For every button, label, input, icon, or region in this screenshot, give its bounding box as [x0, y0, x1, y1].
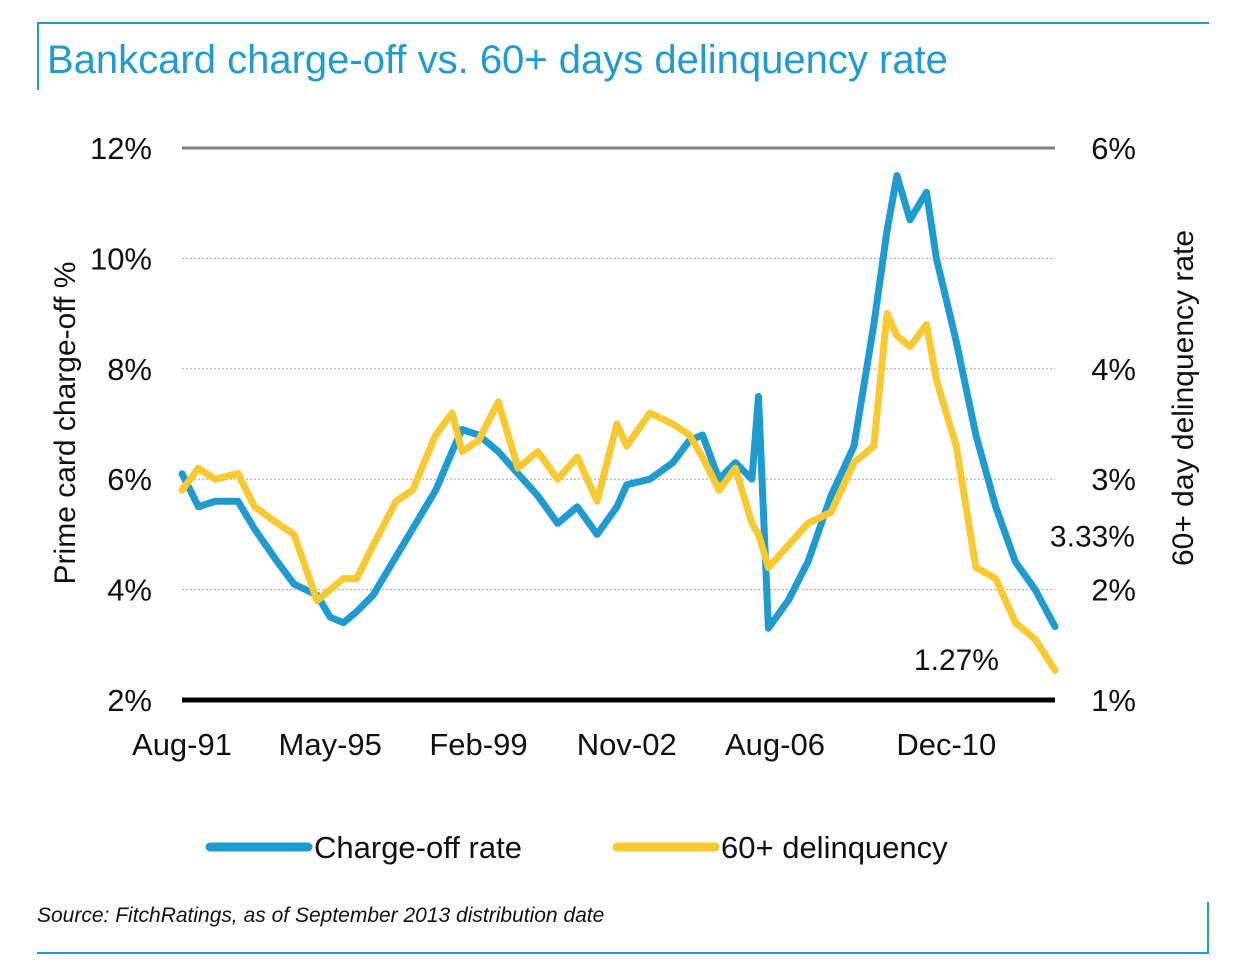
- y-axis-title-right: 60+ day delinquency rate: [1167, 230, 1200, 566]
- tick-layer: 2% 4% 6% 8% 10% 12% 1% 2% 3% 4% 6% Aug-91 May-95 Feb-…: [90, 131, 1136, 762]
- y-tick-label-left: 10%: [90, 241, 152, 276]
- y-tick-label-left: 6%: [107, 462, 152, 497]
- annotation-layer: 3.33% 1.27%: [914, 521, 1135, 678]
- frame-left-border: [37, 22, 39, 90]
- y-tick-label-left: 8%: [107, 352, 152, 387]
- x-tick-label: Aug-91: [132, 727, 232, 762]
- series-layer: [178, 172, 1059, 674]
- legend: Charge-off rate 60+ delinquency: [205, 830, 948, 865]
- x-tick-label: Dec-10: [896, 727, 996, 762]
- y-axis-title-left: Prime card charge-off %: [49, 262, 82, 585]
- end-value-label: 3.33%: [1050, 521, 1135, 554]
- y-tick-label-left: 12%: [90, 131, 152, 166]
- end-value-label: 1.27%: [914, 644, 999, 677]
- source-note: Source: FitchRatings, as of September 20…: [37, 904, 605, 927]
- x-tick-label: Feb-99: [429, 727, 527, 762]
- x-tick-label: Nov-02: [577, 727, 677, 762]
- y-tick-label-right: 2%: [1091, 573, 1136, 608]
- x-tick-label: Aug-06: [725, 727, 825, 762]
- y-tick-label-right: 1%: [1091, 683, 1136, 718]
- frame-top-border: [37, 22, 1209, 24]
- legend-label-delinquency: 60+ delinquency: [721, 830, 948, 865]
- frame-bottom-border: [37, 952, 1209, 954]
- chart-title: Bankcard charge-off vs. 60+ days delinqu…: [47, 38, 948, 82]
- y-tick-label-right: 4%: [1091, 352, 1136, 387]
- legend-label-chargeoff: Charge-off rate: [314, 830, 522, 865]
- grid-layer: [182, 146, 1055, 703]
- y-tick-label-left: 4%: [107, 573, 152, 608]
- chart-canvas: 2% 4% 6% 8% 10% 12% 1% 2% 3% 4% 6% Aug-91 May-95 Feb-…: [49, 131, 1200, 865]
- chargeoff-series-line: [178, 172, 1059, 632]
- y-tick-label-right: 6%: [1091, 131, 1136, 166]
- x-tick-label: May-95: [279, 727, 382, 762]
- frame-right-border: [1207, 902, 1209, 952]
- delinquency-series-line: [178, 310, 1059, 674]
- y-tick-label-right: 3%: [1091, 462, 1136, 497]
- y-tick-label-left: 2%: [107, 683, 152, 718]
